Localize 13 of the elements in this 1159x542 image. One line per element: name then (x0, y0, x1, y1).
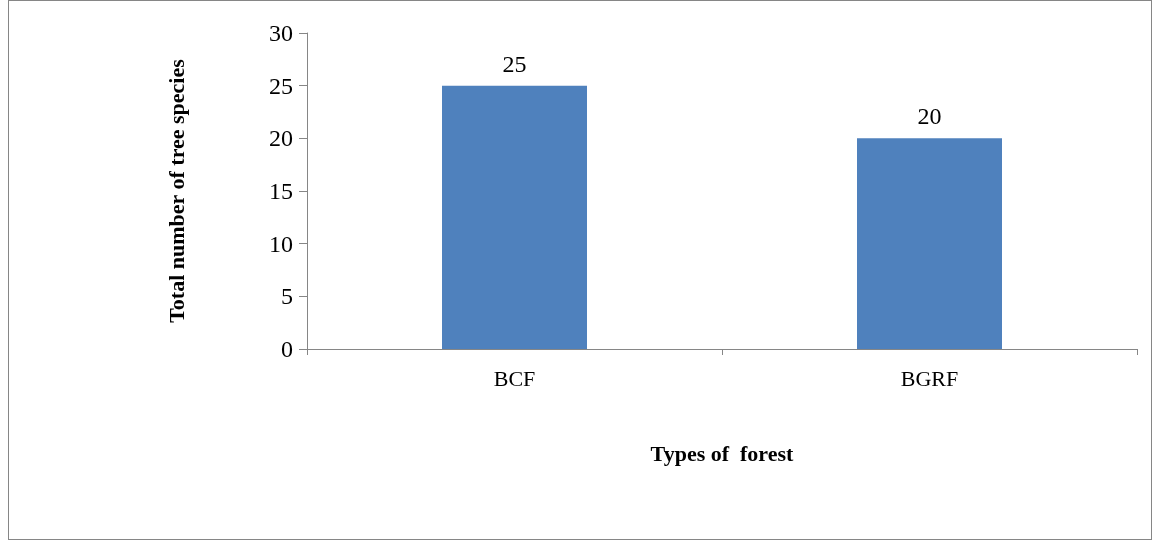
y-tick-label: 30 (269, 20, 293, 46)
x-tick-label: BGRF (900, 365, 959, 391)
y-tick-label: 0 (281, 336, 293, 362)
y-axis-title: Total number of tree species (163, 58, 189, 323)
y-tick-label: 5 (281, 283, 293, 310)
y-tick-label: 10 (269, 230, 293, 257)
x-axis-title: Types of forest (650, 440, 795, 466)
data-label: 20 (917, 103, 942, 130)
y-tick-label: 20 (269, 125, 293, 152)
y-tick-label: 25 (269, 72, 293, 99)
y-tick-label: 15 (269, 178, 293, 204)
x-tick-label: BCF (493, 365, 536, 391)
data-label: 25 (502, 50, 527, 77)
